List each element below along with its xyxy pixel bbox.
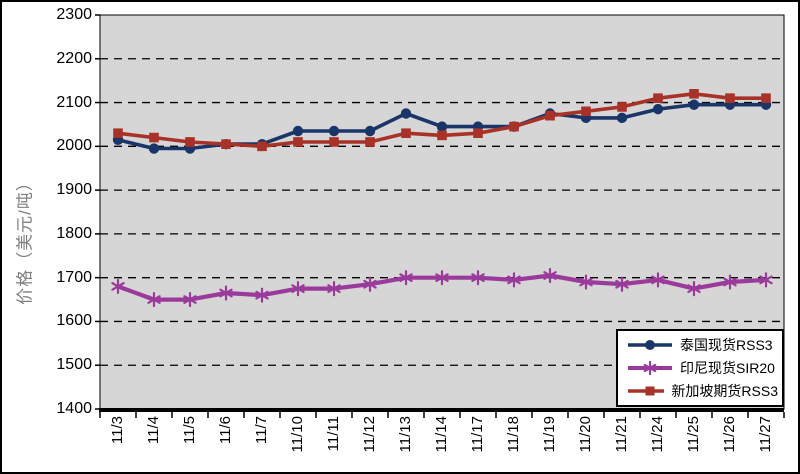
x-tick-label: 11/21 xyxy=(613,416,630,453)
x-tick-label: 11/13 xyxy=(397,416,414,453)
y-tick-label: 1900 xyxy=(56,181,92,199)
y-tick-label: 2100 xyxy=(56,93,92,111)
x-tick-label: 11/26 xyxy=(721,416,738,453)
x-tick-label: 11/10 xyxy=(289,416,306,453)
x-tick-label: 11/12 xyxy=(361,416,378,453)
x-tick-label: 11/14 xyxy=(433,416,450,453)
y-tick-label: 1500 xyxy=(56,356,92,374)
x-tick-label: 11/27 xyxy=(757,416,774,453)
x-tick-label: 11/6 xyxy=(217,416,234,445)
x-tick-label: 11/19 xyxy=(541,416,558,453)
line-square-marker-icon xyxy=(628,386,665,396)
legend-item-thailand-rss3: 泰国现货RSS3 xyxy=(627,335,778,355)
x-tick-label: 11/3 xyxy=(109,416,126,445)
x-tick-label: 11/17 xyxy=(469,416,486,453)
legend: 泰国现货RSS3 印尼现货SIR20 新加坡期货RSS3 xyxy=(616,329,784,407)
y-tick-label: 2000 xyxy=(56,137,92,155)
legend-item-indonesia-sir20: 印尼现货SIR20 xyxy=(627,358,778,378)
x-tick-label: 11/11 xyxy=(325,416,342,452)
x-tick-label: 11/20 xyxy=(577,416,594,453)
y-tick-label: 1600 xyxy=(56,312,92,330)
x-tick-label: 11/24 xyxy=(649,416,666,453)
legend-item-singapore-rss3: 新加坡期货RSS3 xyxy=(627,381,778,401)
y-axis-title: 价格（美元/吨） xyxy=(15,173,35,305)
y-tick-label: 1700 xyxy=(56,268,92,286)
y-tick-label: 2200 xyxy=(56,49,92,67)
y-tick-label: 1800 xyxy=(56,224,92,242)
x-tick-label: 11/5 xyxy=(181,416,198,445)
y-tick-label: 2300 xyxy=(56,6,92,23)
line-circle-marker-icon xyxy=(628,340,672,351)
x-tick-label: 11/7 xyxy=(253,416,270,445)
line-asterisk-marker-icon xyxy=(628,360,672,376)
legend-label: 印尼现货SIR20 xyxy=(680,359,775,376)
x-tick-label: 11/18 xyxy=(505,416,522,453)
legend-label: 新加坡期货RSS3 xyxy=(671,382,778,399)
x-tick-label: 11/4 xyxy=(145,416,162,445)
x-tick-label: 11/25 xyxy=(685,416,702,453)
legend-label: 泰国现货RSS3 xyxy=(680,337,773,354)
y-tick-label: 1400 xyxy=(56,400,92,417)
